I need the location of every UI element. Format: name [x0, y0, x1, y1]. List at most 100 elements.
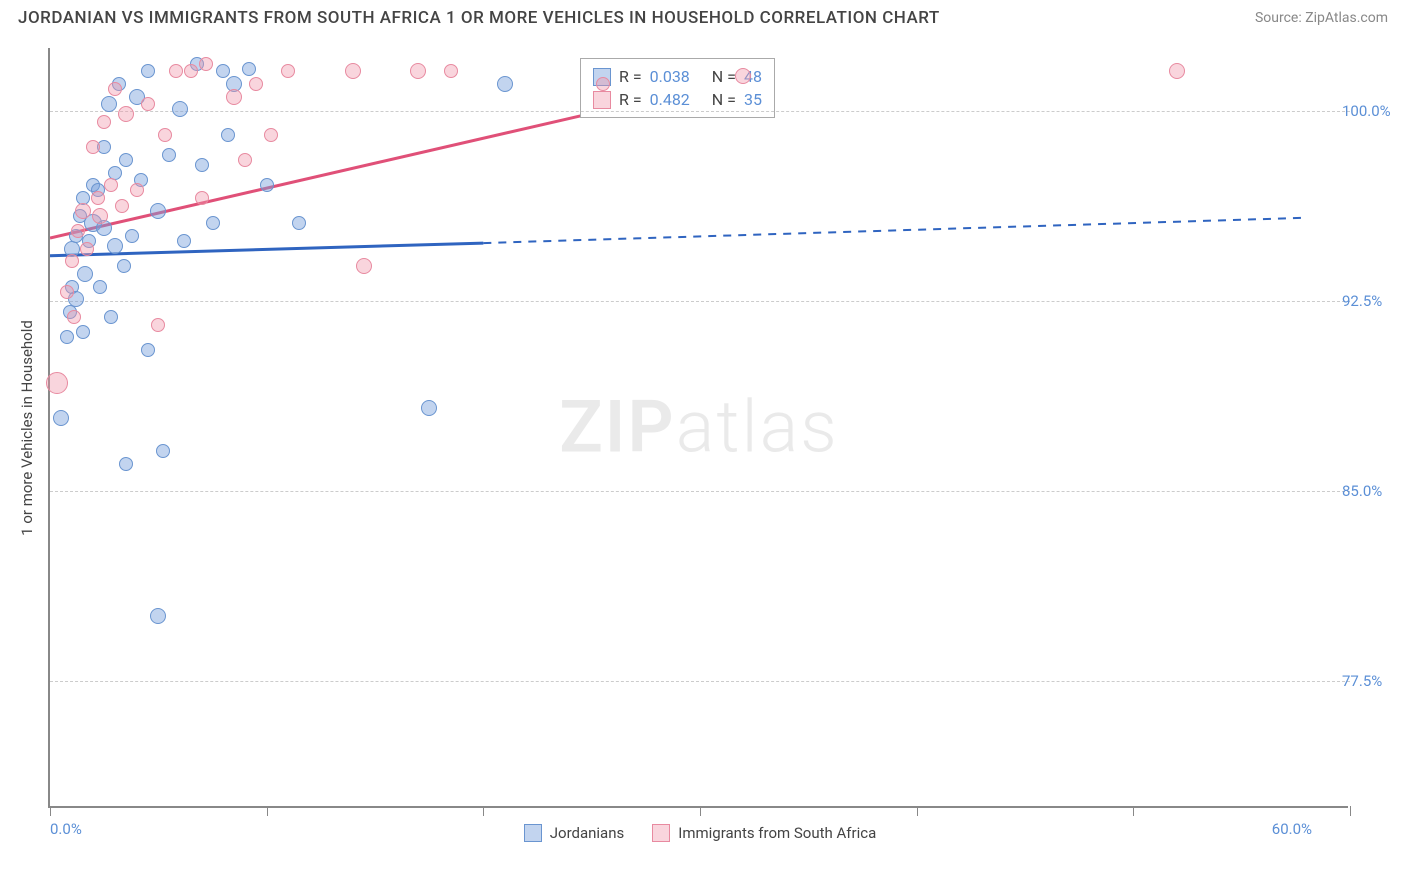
data-point [242, 62, 256, 76]
data-point [1169, 63, 1185, 79]
data-point [264, 128, 278, 142]
legend-item: Immigrants from South Africa [652, 824, 876, 842]
data-point [177, 234, 191, 248]
data-point [141, 64, 155, 78]
yaxis-title: 1 or more Vehicles in Household [18, 320, 36, 536]
data-point [76, 325, 90, 339]
stats-r-label: R = [619, 90, 642, 109]
data-point [345, 63, 361, 79]
data-point [156, 444, 170, 458]
xtick [483, 806, 484, 816]
plot-container: 1 or more Vehicles in Household ZIPatlas… [48, 48, 1388, 828]
data-point [104, 310, 118, 324]
data-point [281, 64, 295, 78]
data-point [46, 372, 68, 394]
stats-r-value: 0.482 [650, 90, 690, 109]
data-point [97, 115, 111, 129]
data-point [119, 457, 133, 471]
ytick-label: 85.0% [1342, 482, 1398, 500]
data-point [169, 64, 183, 78]
data-point [141, 97, 155, 111]
ytick-label: 77.5% [1342, 672, 1398, 690]
watermark: ZIPatlas [559, 385, 839, 470]
data-point [60, 330, 74, 344]
data-point [80, 242, 94, 256]
data-point [93, 280, 107, 294]
data-point [86, 140, 100, 154]
ytick-label: 92.5% [1342, 292, 1398, 310]
data-point [158, 128, 172, 142]
data-point [260, 178, 274, 192]
legend-swatch [652, 824, 670, 842]
data-point [172, 101, 188, 117]
data-point [735, 68, 751, 84]
data-point [596, 77, 610, 91]
data-point [101, 96, 117, 112]
xtick [50, 806, 51, 816]
data-point [104, 178, 118, 192]
data-point [118, 106, 134, 122]
data-point [71, 224, 85, 238]
legend-label: Immigrants from South Africa [678, 824, 876, 842]
plot-area: ZIPatlas R = 0.038N = 48R = 0.482N = 35 … [48, 48, 1348, 808]
chart-source: Source: ZipAtlas.com [1255, 10, 1388, 26]
stats-r-label: R = [619, 67, 642, 86]
stats-n-label: N = [712, 90, 736, 109]
data-point [53, 410, 69, 426]
data-point [75, 203, 91, 219]
data-point [195, 158, 209, 172]
data-point [60, 285, 74, 299]
stats-r-value: 0.038 [650, 67, 690, 86]
data-point [141, 343, 155, 357]
bottom-legend: Jordanians Immigrants from South Africa [50, 824, 1350, 842]
stats-row: R = 0.482 N = 35 [593, 88, 762, 111]
data-point [206, 216, 220, 230]
legend-swatch [524, 824, 542, 842]
data-point [130, 183, 144, 197]
data-point [238, 153, 252, 167]
data-point [119, 153, 133, 167]
data-point [108, 82, 122, 96]
chart-title: JORDANIAN VS IMMIGRANTS FROM SOUTH AFRIC… [18, 8, 940, 28]
data-point [151, 318, 165, 332]
ytick-label: 100.0% [1342, 102, 1398, 120]
gridline [50, 491, 1350, 492]
data-point [195, 191, 209, 205]
data-point [444, 64, 458, 78]
data-point [226, 89, 242, 105]
chart-header: JORDANIAN VS IMMIGRANTS FROM SOUTH AFRIC… [0, 0, 1406, 28]
data-point [249, 77, 263, 91]
data-point [292, 216, 306, 230]
xtick [267, 806, 268, 816]
data-point [92, 208, 108, 224]
gridline [50, 681, 1350, 682]
stats-legend-box: R = 0.038N = 48R = 0.482N = 35 [580, 58, 775, 118]
stats-swatch [593, 91, 611, 109]
xtick [700, 806, 701, 816]
data-point [221, 128, 235, 142]
legend-item: Jordanians [524, 824, 625, 842]
gridline [50, 111, 1350, 112]
data-point [356, 258, 372, 274]
data-point [65, 254, 79, 268]
stats-n-value: 35 [744, 90, 762, 109]
data-point [91, 191, 105, 205]
data-point [125, 229, 139, 243]
xtick [917, 806, 918, 816]
stats-n-label: N = [712, 67, 736, 86]
data-point [421, 400, 437, 416]
gridline [50, 301, 1350, 302]
data-point [67, 310, 81, 324]
xtick [1350, 806, 1351, 816]
data-point [150, 608, 166, 624]
data-point [184, 64, 198, 78]
data-point [199, 57, 213, 71]
data-point [107, 238, 123, 254]
data-point [410, 63, 426, 79]
data-point [497, 76, 513, 92]
data-point [150, 203, 166, 219]
data-point [216, 64, 230, 78]
data-point [162, 148, 176, 162]
data-point [77, 266, 93, 282]
data-point [117, 259, 131, 273]
